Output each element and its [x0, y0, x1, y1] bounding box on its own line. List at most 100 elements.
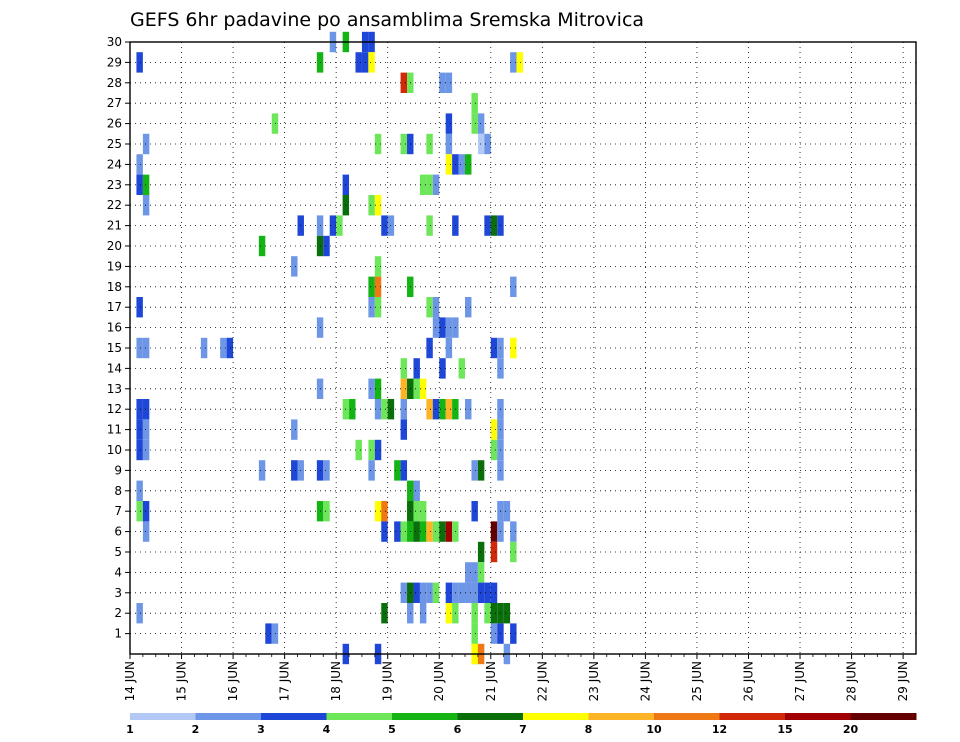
- data-cell: [471, 623, 478, 644]
- data-cell: [426, 399, 433, 420]
- data-cell: [471, 582, 478, 603]
- x-tick-label: 14 JUN: [123, 661, 137, 701]
- data-cell: [136, 297, 143, 318]
- data-cell: [445, 72, 453, 93]
- y-tick-label: 18: [107, 280, 122, 294]
- x-tick-label: 29 JUN: [896, 661, 910, 701]
- data-cell: [490, 541, 498, 563]
- y-tick-label: 3: [114, 586, 122, 600]
- x-tick-label: 16 JUN: [226, 661, 240, 701]
- data-cell: [381, 521, 388, 542]
- data-cell: [400, 582, 408, 603]
- data-cell: [419, 378, 427, 399]
- y-tick-label: 16: [107, 321, 122, 335]
- data-cell: [432, 297, 440, 318]
- legend-swatch: [195, 713, 262, 720]
- data-cell: [439, 399, 446, 420]
- data-cell: [374, 378, 382, 399]
- data-cell: [445, 317, 453, 338]
- legend-swatch: [261, 713, 327, 720]
- legend-label: 1: [126, 723, 134, 736]
- x-tick-label: 20 JUN: [432, 661, 446, 701]
- data-cell: [445, 399, 453, 420]
- data-cell: [477, 582, 485, 603]
- data-cell: [490, 337, 498, 359]
- data-cell: [336, 215, 343, 236]
- data-cell: [136, 174, 143, 195]
- y-tick-label: 4: [114, 565, 122, 579]
- y-tick-label: 21: [107, 219, 122, 233]
- legend-label: 6: [454, 723, 462, 736]
- x-tick-label: 27 JUN: [793, 661, 807, 701]
- data-cell: [471, 562, 478, 583]
- data-cell: [490, 623, 498, 644]
- data-cell: [471, 501, 478, 522]
- data-cell: [323, 501, 330, 522]
- data-cell: [136, 419, 143, 440]
- legend-swatch: [457, 713, 524, 720]
- data-cell: [426, 215, 433, 236]
- color-legend: 1 2 3 4 5 6 7 8 10 12 15 20: [126, 713, 917, 736]
- data-cell: [510, 623, 517, 644]
- data-cell: [400, 133, 408, 155]
- data-cell: [291, 460, 298, 481]
- data-cell: [381, 603, 388, 624]
- data-cell: [291, 419, 298, 440]
- y-tick-label: 13: [107, 382, 122, 396]
- data-cell: [426, 133, 433, 155]
- y-tick-label: 1: [114, 627, 122, 641]
- x-tick-label: 15 JUN: [175, 661, 189, 701]
- legend-label: 5: [388, 723, 396, 736]
- legend-swatch: [719, 713, 786, 720]
- data-cell: [136, 501, 143, 522]
- legend-swatch: [850, 713, 917, 720]
- plot-frame: [129, 41, 917, 655]
- data-cell: [465, 154, 472, 175]
- data-cell: [471, 460, 478, 481]
- y-tick-label: 6: [114, 525, 122, 539]
- data-cell: [465, 562, 472, 583]
- data-cell: [413, 378, 420, 399]
- data-cell: [439, 358, 446, 379]
- data-cell: [439, 521, 446, 542]
- y-tick-label: 27: [107, 96, 122, 110]
- y-tick-label: 14: [107, 361, 122, 375]
- data-cell: [426, 521, 433, 542]
- legend-swatch: [523, 713, 589, 720]
- grid-layer: [130, 41, 916, 654]
- data-cell: [136, 480, 143, 501]
- x-tick-label: 17 JUN: [278, 661, 292, 701]
- x-tick-label: 18 JUN: [329, 661, 343, 701]
- data-cell: [413, 521, 420, 542]
- data-cell: [477, 133, 485, 155]
- data-cell: [136, 399, 143, 420]
- data-cell: [226, 337, 234, 359]
- data-cell: [142, 399, 150, 420]
- data-cell: [419, 501, 427, 522]
- legend-label: 7: [519, 723, 527, 736]
- data-cell: [355, 52, 362, 73]
- data-cell: [503, 501, 511, 522]
- data-cell: [439, 72, 446, 93]
- legend-label: 3: [257, 723, 265, 736]
- data-cell: [490, 439, 498, 461]
- x-tick-label: 25 JUN: [690, 661, 704, 701]
- data-cell: [142, 195, 150, 216]
- data-cell: [368, 378, 375, 399]
- y-tick-label: 17: [107, 300, 122, 314]
- x-tick-label: 26 JUN: [741, 661, 755, 701]
- data-cell: [426, 297, 433, 318]
- data-cell: [400, 399, 408, 420]
- data-cell: [484, 133, 491, 155]
- y-tick-label: 8: [114, 484, 122, 498]
- data-cell: [465, 582, 472, 603]
- data-cell: [510, 541, 517, 563]
- data-cell: [374, 399, 382, 420]
- data-cell: [142, 439, 150, 461]
- data-cell: [419, 603, 427, 624]
- legend-label: 10: [646, 723, 662, 736]
- data-cell: [368, 297, 375, 318]
- y-tick-label: 2: [114, 606, 122, 620]
- data-cell: [419, 582, 427, 603]
- chart-title: GEFS 6hr padavine po ansamblima Sremska …: [130, 9, 644, 31]
